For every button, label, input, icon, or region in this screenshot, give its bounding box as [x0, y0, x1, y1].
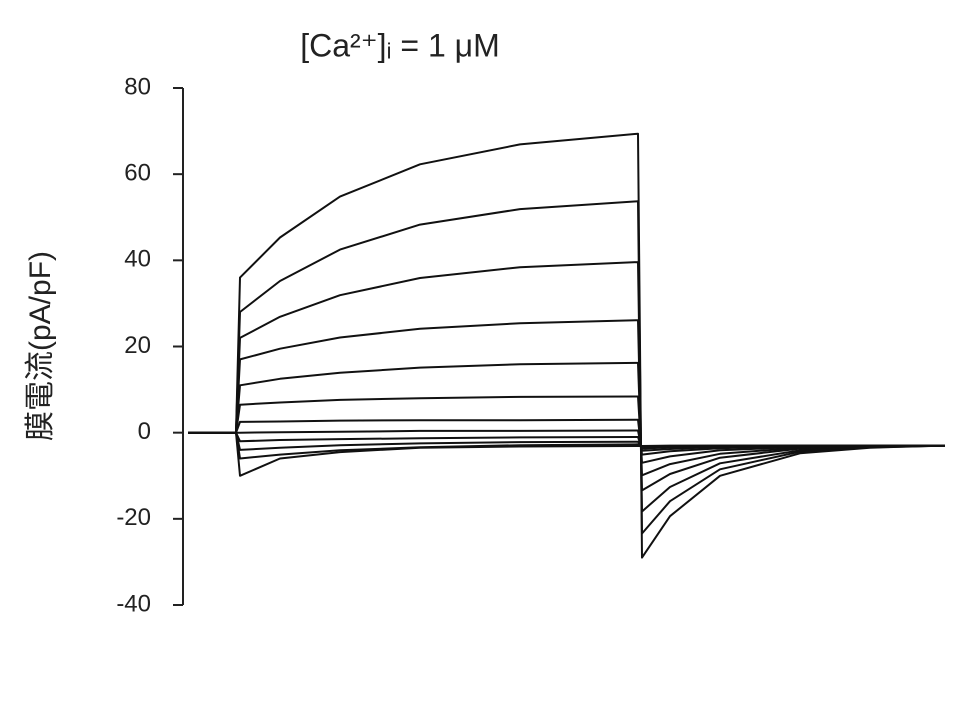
y-tick-label: 80 — [124, 73, 151, 100]
y-tick-label: 60 — [124, 160, 151, 187]
y-tick-label: -40 — [116, 590, 151, 617]
y-tick-label: 40 — [124, 246, 151, 273]
y-tick-label: -20 — [116, 504, 151, 531]
y-axis-label: 膜電流(pA/pF) — [24, 251, 57, 441]
chart-title: [Ca²⁺]ᵢ = 1 μM — [300, 27, 500, 63]
trace — [188, 200, 946, 535]
trace — [188, 361, 946, 477]
trace — [188, 261, 946, 513]
y-tick-label: 20 — [124, 332, 151, 359]
trace — [188, 395, 946, 464]
trace — [188, 431, 945, 477]
trace — [188, 319, 946, 492]
y-tick-label: 0 — [138, 418, 151, 445]
trace — [188, 132, 946, 559]
